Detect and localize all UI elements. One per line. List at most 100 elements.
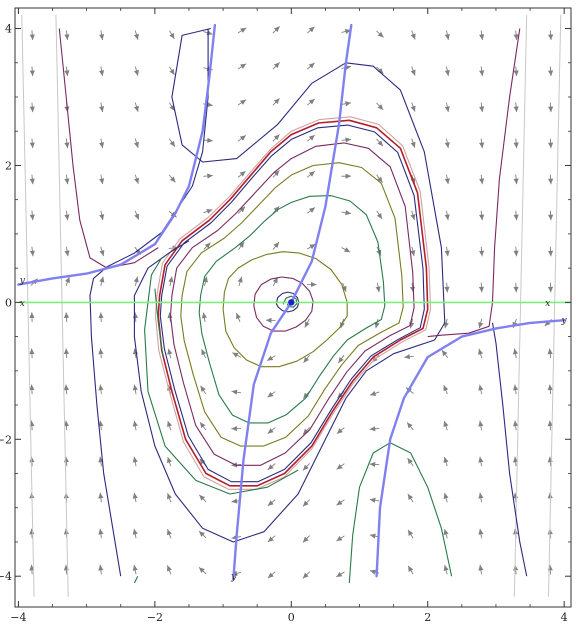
field-arrow-head [267, 428, 274, 434]
trajectory-9 [198, 195, 386, 424]
field-arrow-head [265, 317, 272, 323]
field-arrow-head [512, 348, 519, 355]
field-arrow-head [547, 384, 553, 391]
field-arrow-head [237, 276, 243, 283]
field-arrow-head [377, 104, 384, 110]
x-tick-label: 4 [561, 611, 568, 624]
trajectories [58, 27, 528, 584]
field-arrow-head [63, 384, 70, 391]
field-arrow-head [443, 456, 449, 464]
field-arrow-head [29, 34, 35, 41]
trajectory-14 [89, 28, 209, 577]
field-arrow-head [239, 171, 246, 177]
field-arrow-head [443, 492, 449, 500]
field-arrow-head [98, 420, 104, 427]
field-arrow-head [63, 420, 69, 427]
field-arrow-head [478, 528, 484, 535]
field-arrow-head [133, 276, 139, 283]
field-arrow-head [377, 176, 383, 183]
field-arrow-head [478, 564, 484, 571]
field-arrow-head [99, 106, 105, 113]
field-arrow-head [240, 27, 247, 33]
plot-frame [14, 7, 572, 608]
trajectory-11 [253, 276, 314, 332]
field-arrow-head [169, 68, 175, 75]
field-arrow-head [199, 494, 206, 501]
field-arrow-head [64, 142, 70, 149]
field-arrow-head [407, 458, 413, 465]
field-arrow-head [478, 420, 484, 427]
curve-label: x [545, 299, 550, 309]
field-arrow-head [479, 70, 485, 77]
field-arrow-head [99, 214, 105, 221]
field-arrow-head [544, 320, 551, 326]
field-arrow-head [64, 34, 70, 40]
field-arrow-head [548, 214, 554, 221]
field-arrow-head [443, 529, 449, 536]
field-arrow-head [479, 142, 485, 149]
trajectory-5 [154, 116, 432, 490]
field-arrow-head [444, 106, 450, 112]
field-arrow-head [198, 567, 205, 573]
field-arrow-head [133, 141, 139, 148]
field-arrow-head [207, 173, 213, 179]
field-arrow-head [167, 348, 173, 355]
trajectory-15 [133, 27, 446, 543]
field-arrow-head [236, 313, 241, 320]
field-arrow-head [231, 389, 238, 395]
field-arrow-head [232, 352, 239, 358]
y-nullcline [17, 23, 217, 286]
field-arrow-head [408, 565, 414, 572]
field-arrow-head [513, 178, 519, 185]
field-arrow-head [238, 241, 245, 248]
field-arrow-head [308, 62, 315, 69]
field-arrow-head [513, 214, 519, 221]
field-arrow-head [443, 322, 449, 329]
field-arrow-head [29, 70, 35, 77]
field-arrow-head [98, 492, 104, 499]
field-arrow-head [134, 177, 140, 184]
curve-labels: yx xyy [19, 276, 568, 582]
field-streak [513, 14, 528, 597]
y-tick-label: 4 [5, 23, 12, 36]
field-arrow-head [336, 464, 343, 470]
field-arrow-head [199, 458, 206, 465]
field-arrow-head [29, 142, 35, 149]
field-arrow-head [308, 171, 315, 177]
field-arrow-head [547, 286, 554, 293]
field-arrow-head [64, 250, 70, 257]
field-arrow-head [410, 141, 416, 148]
field-arrow-head [29, 106, 35, 113]
field-arrow-head [548, 70, 554, 77]
x-tick-label: −2 [147, 611, 163, 624]
field-arrow-head [29, 312, 35, 319]
field-arrow-head [410, 213, 416, 220]
y-tick-label: −2 [0, 433, 12, 446]
x-tick-label: 0 [288, 611, 295, 624]
field-arrow-head [479, 178, 485, 185]
field-arrow-head [375, 286, 381, 293]
field-arrow-head [443, 565, 449, 572]
field-arrow-head [267, 500, 274, 506]
field-arrow-head [29, 214, 35, 221]
field-arrow-head [369, 533, 376, 539]
field-arrow-head [169, 32, 175, 39]
x-axis-ticks: −4 −2 0 2 4 [10, 8, 568, 624]
field-arrow-head [99, 34, 105, 40]
field-arrow-head [410, 33, 416, 40]
field-arrow-head [369, 426, 376, 432]
field-arrow-head [513, 106, 519, 113]
field-arrow-head [408, 529, 414, 536]
field-arrow-head [267, 572, 274, 579]
field-arrow-head [166, 565, 172, 572]
field-arrow-head [310, 281, 317, 288]
field-arrow-head [65, 276, 70, 283]
field-arrow-head [547, 456, 553, 463]
field-arrow-head [478, 384, 484, 391]
field-arrow-head [167, 493, 172, 500]
field-arrow-head [513, 34, 519, 40]
field-arrow-head [98, 384, 104, 391]
field-arrow-head [409, 286, 416, 293]
field-arrow-head [478, 456, 484, 463]
